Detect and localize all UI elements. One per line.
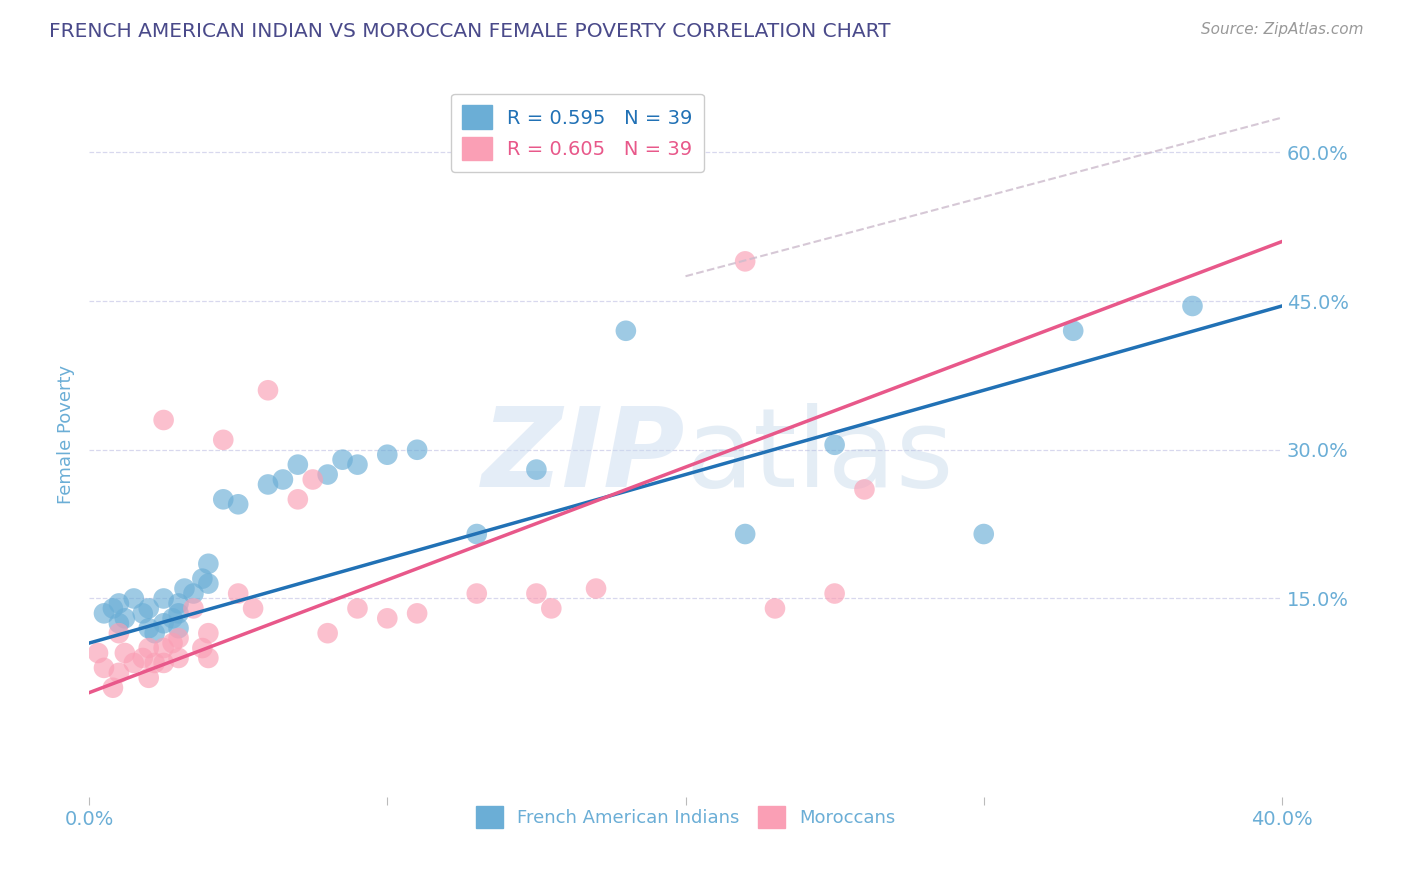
Point: [853, 483, 876, 497]
Point: [1062, 324, 1084, 338]
Point: [734, 254, 756, 268]
Point: [212, 492, 235, 507]
Point: [101, 601, 124, 615]
Point: [167, 621, 190, 635]
Point: [824, 586, 846, 600]
Point: [226, 497, 249, 511]
Text: atlas: atlas: [686, 403, 955, 510]
Point: [114, 646, 136, 660]
Point: [301, 473, 323, 487]
Point: [287, 492, 309, 507]
Point: [114, 611, 136, 625]
Point: [138, 641, 160, 656]
Point: [226, 586, 249, 600]
Point: [257, 477, 280, 491]
Text: FRENCH AMERICAN INDIAN VS MOROCCAN FEMALE POVERTY CORRELATION CHART: FRENCH AMERICAN INDIAN VS MOROCCAN FEMAL…: [49, 22, 891, 41]
Text: Source: ZipAtlas.com: Source: ZipAtlas.com: [1201, 22, 1364, 37]
Point: [191, 641, 214, 656]
Point: [614, 324, 637, 338]
Point: [143, 656, 166, 670]
Point: [271, 473, 294, 487]
Point: [332, 452, 354, 467]
Point: [143, 626, 166, 640]
Point: [152, 656, 174, 670]
Point: [973, 527, 995, 541]
Point: [132, 607, 155, 621]
Point: [167, 631, 190, 645]
Point: [162, 611, 184, 625]
Point: [108, 597, 131, 611]
Point: [406, 442, 429, 457]
Text: ZIP: ZIP: [482, 403, 686, 510]
Point: [197, 626, 219, 640]
Point: [152, 413, 174, 427]
Point: [375, 611, 398, 625]
Point: [93, 661, 115, 675]
Point: [122, 591, 145, 606]
Point: [465, 586, 488, 600]
Point: [257, 384, 280, 398]
Point: [152, 616, 174, 631]
Point: [183, 601, 205, 615]
Point: [734, 527, 756, 541]
Point: [197, 651, 219, 665]
Point: [101, 681, 124, 695]
Point: [167, 597, 190, 611]
Point: [526, 462, 548, 476]
Point: [152, 641, 174, 656]
Point: [375, 448, 398, 462]
Point: [183, 586, 205, 600]
Point: [526, 586, 548, 600]
Point: [763, 601, 786, 615]
Point: [197, 557, 219, 571]
Point: [406, 607, 429, 621]
Point: [287, 458, 309, 472]
Point: [108, 626, 131, 640]
Point: [316, 467, 339, 482]
Point: [122, 656, 145, 670]
Point: [346, 601, 368, 615]
Point: [167, 607, 190, 621]
Point: [197, 576, 219, 591]
Legend: French American Indians, Moroccans: French American Indians, Moroccans: [468, 798, 903, 835]
Point: [162, 636, 184, 650]
Point: [465, 527, 488, 541]
Point: [138, 601, 160, 615]
Point: [242, 601, 264, 615]
Point: [167, 651, 190, 665]
Point: [585, 582, 607, 596]
Point: [346, 458, 368, 472]
Point: [87, 646, 110, 660]
Point: [1181, 299, 1204, 313]
Point: [93, 607, 115, 621]
Point: [152, 591, 174, 606]
Point: [108, 616, 131, 631]
Point: [132, 651, 155, 665]
Point: [540, 601, 562, 615]
Point: [824, 438, 846, 452]
Point: [138, 671, 160, 685]
Y-axis label: Female Poverty: Female Poverty: [58, 366, 75, 505]
Point: [316, 626, 339, 640]
Point: [212, 433, 235, 447]
Point: [138, 621, 160, 635]
Point: [173, 582, 195, 596]
Point: [191, 572, 214, 586]
Point: [108, 665, 131, 680]
